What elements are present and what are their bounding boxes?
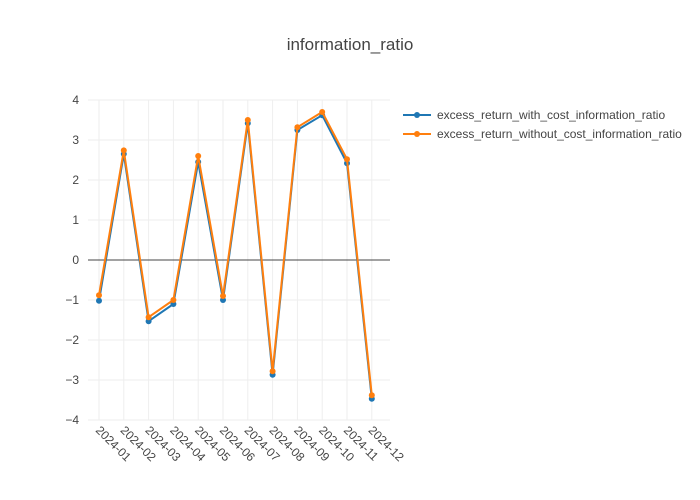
- y-tick-label: −1: [65, 293, 79, 307]
- data-point: [96, 292, 102, 299]
- y-tick-label: −4: [65, 413, 79, 427]
- legend[interactable]: excess_return_with_cost_information_rati…: [403, 108, 682, 141]
- data-point: [294, 124, 301, 131]
- legend-item-2[interactable]: excess_return_without_cost_information_r…: [403, 127, 682, 141]
- data-point: [220, 293, 226, 299]
- legend-swatch-marker: [414, 112, 420, 118]
- data-point: [195, 153, 202, 159]
- data-point: [269, 368, 276, 375]
- series-line-2: [98, 111, 373, 396]
- y-tick-label: 0: [72, 253, 79, 267]
- y-tick-label: 2: [72, 173, 79, 187]
- legend-label: excess_return_with_cost_information_rati…: [437, 108, 665, 122]
- y-tick-label: 1: [72, 213, 79, 227]
- data-point: [120, 147, 127, 154]
- data-point: [170, 297, 177, 303]
- legend-label: excess_return_without_cost_information_r…: [437, 127, 682, 141]
- data-point: [244, 117, 251, 123]
- data-point: [96, 297, 102, 304]
- data-point: [368, 392, 375, 399]
- y-tick-label: 3: [72, 133, 79, 147]
- data-point: [319, 109, 326, 115]
- y-tick-label: 4: [72, 93, 79, 107]
- legend-swatch-marker: [414, 131, 420, 137]
- chart-title: information_ratio: [287, 35, 414, 54]
- y-tick-label: −3: [65, 373, 79, 387]
- legend-item-1[interactable]: excess_return_with_cost_information_rati…: [403, 108, 665, 122]
- y-tick-label: −2: [65, 333, 79, 347]
- y-axis: 4 3 2 1 0 −1 −2 −3 −4: [65, 93, 79, 427]
- data-point: [344, 156, 350, 163]
- x-axis: 2024-012024-022024-032024-042024-052024-…: [93, 423, 407, 464]
- plot-area: [96, 109, 375, 402]
- data-point: [145, 314, 152, 321]
